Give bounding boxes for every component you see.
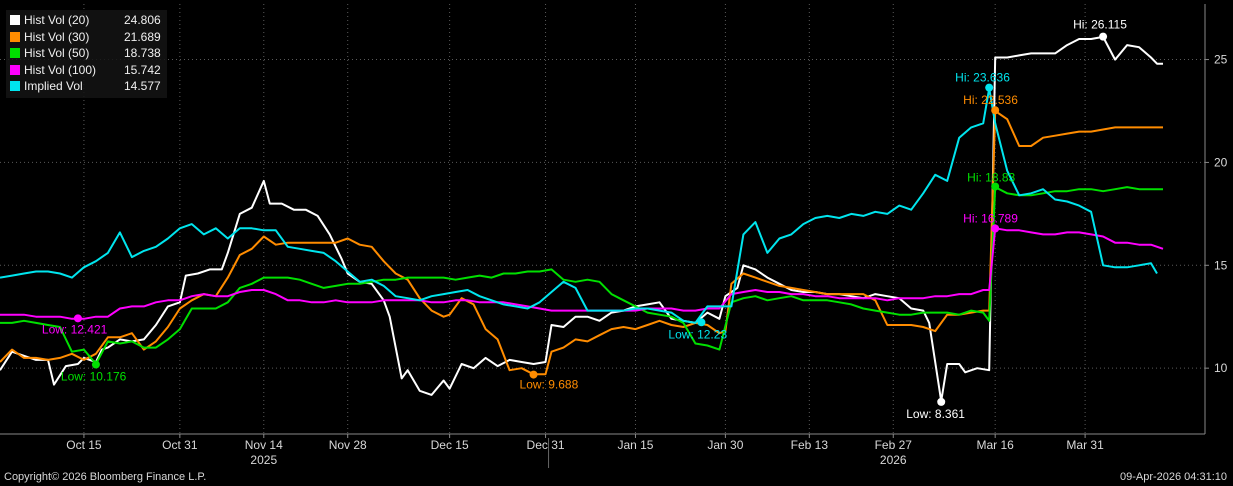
hi-low-label: Low: 10.176: [61, 370, 127, 384]
legend-swatch: [10, 81, 20, 92]
hi-low-label: Hi: 26.115: [1073, 18, 1127, 32]
year-labels: 2025 2026: [250, 453, 906, 467]
x-tick-label: Nov 14: [245, 438, 283, 452]
grid-lines: [0, 4, 1205, 434]
hi-low-marker: [697, 318, 706, 327]
y-tick-label: 20: [1214, 155, 1228, 169]
legend-series-name: Hist Vol (50): [24, 46, 90, 61]
x-tick-label: Mar 16: [976, 438, 1014, 452]
x-tick-label: Oct 15: [66, 438, 102, 452]
legend-series-name: Hist Vol (20): [24, 13, 90, 28]
hi-low-label: Low: 9.688: [520, 378, 579, 392]
year-label: 2026: [880, 453, 907, 467]
x-tick-label: Jan 15: [617, 438, 653, 452]
legend-last-value: 21.689: [124, 29, 161, 44]
y-tick-label: 10: [1214, 361, 1228, 375]
hi-low-marker: [985, 83, 994, 92]
x-tick-label: Oct 31: [162, 438, 198, 452]
hi-low-label: Low: 8.361: [906, 407, 965, 421]
hi-low-markers: Hi: 26.115 Low: 8.361 Hi: 22.536 Low: 9.688…: [42, 18, 1127, 421]
y-tick-label: 15: [1214, 258, 1228, 272]
x-tick-label: Jan 30: [707, 438, 743, 452]
legend-last-value: 24.806: [124, 13, 161, 28]
hi-low-label: Hi: 22.536: [963, 93, 1018, 107]
hi-low-label: Hi: 23.636: [955, 71, 1010, 85]
copyright-text: Copyright© 2026 Bloomberg Finance L.P.: [4, 471, 207, 483]
hi-low-marker: [991, 106, 1000, 115]
hi-low-marker: [937, 397, 946, 406]
hi-low-marker: [91, 360, 100, 369]
x-tick-label: Feb 27: [875, 438, 913, 452]
x-tick-label: Feb 13: [791, 438, 829, 452]
legend-last-value: 15.742: [124, 62, 161, 77]
legend-series-name: Hist Vol (30): [24, 29, 90, 44]
hi-low-marker: [73, 314, 82, 323]
legend-entry: Hist Vol (30) 21.689: [10, 29, 161, 46]
legend-swatch: [10, 48, 20, 59]
x-tick-label: Dec 15: [431, 438, 469, 452]
series-line-2: [0, 186, 1163, 365]
legend-swatch: [10, 64, 20, 75]
x-tick-label: Dec 31: [527, 438, 565, 452]
series-lines: [0, 35, 1164, 403]
x-tick-label: Nov 28: [329, 438, 367, 452]
legend-entry: Hist Vol (20) 24.806: [10, 12, 161, 29]
hi-low-label: Hi: 18.83: [967, 170, 1015, 184]
legend-entry: Hist Vol (50) 18.738: [10, 45, 161, 62]
legend-last-value: 14.577: [124, 79, 161, 94]
hi-low-label: Hi: 16.789: [963, 211, 1018, 225]
series-line-0: [0, 35, 1163, 403]
hi-low-marker: [991, 224, 1000, 233]
legend-swatch: [10, 15, 20, 26]
hi-low-marker: [1099, 32, 1108, 41]
legend-swatch: [10, 31, 20, 42]
hi-low-marker: [991, 182, 1000, 191]
y-tick-label: 25: [1214, 53, 1228, 67]
timestamp-text: 09-Apr-2026 04:31:10: [1119, 471, 1227, 483]
hi-low-label: Low: 12.23: [668, 327, 727, 341]
series-line-4: [0, 87, 1158, 324]
x-tick-label: Mar 31: [1066, 438, 1104, 452]
year-label: 2025: [250, 453, 277, 467]
y-axis-ticks: 10 15 20 25: [1205, 53, 1228, 375]
legend-entry: Implied Vol 14.577: [10, 78, 161, 95]
legend-last-value: 18.738: [124, 46, 161, 61]
legend-series-name: Hist Vol (100): [24, 62, 97, 77]
legend-series-name: Implied Vol: [24, 79, 83, 94]
legend: Hist Vol (20) 24.806 Hist Vol (30) 21.689 Hi…: [6, 10, 167, 98]
x-axis-ticks: Oct 15 Oct 31 Nov 14 Nov 28 Dec 15 Dec 31 Jan …: [66, 434, 1104, 468]
legend-entry: Hist Vol (100) 15.742: [10, 62, 161, 79]
hi-low-label: Low: 12.421: [42, 322, 108, 336]
hi-low-marker: [529, 370, 538, 379]
